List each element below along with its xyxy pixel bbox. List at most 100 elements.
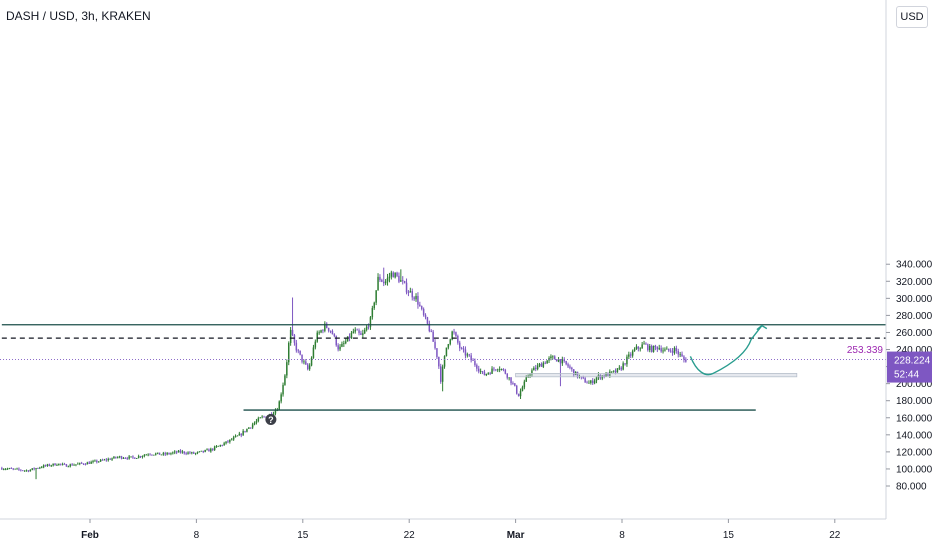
candle-body	[591, 380, 594, 384]
candle	[605, 372, 607, 377]
candle-body	[510, 377, 512, 384]
candle	[227, 439, 229, 444]
y-tick-label: 280.000	[896, 311, 932, 322]
candle	[208, 448, 210, 452]
candle-body	[274, 410, 277, 414]
candle	[116, 456, 119, 459]
candle-body	[130, 456, 132, 458]
candle-body	[390, 272, 393, 277]
candle	[335, 335, 337, 347]
marker-circle	[265, 413, 277, 425]
candle	[314, 339, 317, 350]
candle-body	[99, 459, 102, 462]
candle-body	[210, 448, 212, 452]
candle	[10, 467, 13, 469]
candle	[149, 453, 151, 456]
candle	[432, 329, 434, 342]
candle-body	[641, 344, 643, 349]
candle	[483, 369, 486, 376]
candle	[593, 378, 596, 385]
candle-body	[464, 349, 467, 356]
candle	[31, 468, 33, 471]
y-tick-label: 340.000	[896, 260, 932, 271]
candle-body	[572, 369, 575, 376]
candle-body	[348, 336, 351, 339]
candle	[348, 333, 351, 342]
candle-body	[215, 446, 218, 448]
projection-arrowhead	[756, 324, 768, 331]
candle	[540, 362, 543, 367]
candle	[170, 452, 172, 456]
candle-body	[284, 375, 286, 385]
candle	[339, 344, 341, 352]
candle	[576, 371, 579, 379]
candle-body	[303, 361, 305, 363]
candle-body	[603, 375, 605, 377]
y-tick-label: 200.000	[896, 379, 932, 390]
candle	[426, 316, 429, 325]
candle-body	[576, 371, 579, 378]
candle-body	[185, 453, 187, 455]
candle	[78, 462, 81, 466]
candle	[534, 364, 537, 372]
candle	[633, 347, 636, 352]
candle	[211, 448, 214, 452]
dashed-level-label: 253.339	[847, 345, 884, 356]
candle-body	[78, 462, 81, 464]
candle-body	[612, 370, 615, 372]
candle	[46, 463, 49, 467]
candle-body	[200, 450, 203, 452]
candle	[289, 326, 292, 346]
candle	[301, 354, 303, 364]
candle-body	[401, 280, 404, 282]
candle	[508, 377, 510, 381]
candle-body	[360, 333, 362, 335]
candle	[344, 338, 347, 345]
candle	[356, 328, 358, 331]
candle-body	[27, 470, 30, 472]
candle-body	[466, 354, 469, 356]
candle	[430, 329, 432, 333]
candle	[531, 368, 533, 377]
candle-body	[105, 459, 108, 461]
currency-button[interactable]: USD	[896, 6, 928, 28]
candle-body	[618, 367, 621, 369]
candle-body	[122, 458, 125, 459]
candle	[278, 400, 280, 411]
candle-body	[375, 290, 377, 303]
candle-body	[369, 317, 372, 328]
candle	[200, 450, 203, 452]
candle-body	[536, 365, 539, 370]
candle	[255, 418, 258, 425]
candle	[63, 462, 66, 465]
candle-body	[202, 450, 204, 452]
candle	[595, 376, 598, 384]
candle	[331, 329, 334, 335]
candle	[673, 346, 676, 355]
candle-body	[211, 448, 214, 450]
candle-body	[97, 461, 100, 463]
candle	[616, 368, 619, 373]
candle-body	[181, 451, 184, 453]
candle-body	[622, 363, 624, 370]
candle-body	[367, 326, 370, 328]
candle	[297, 348, 299, 354]
candle-body	[208, 449, 210, 452]
candle	[126, 456, 128, 460]
candle	[517, 393, 520, 397]
candle	[346, 336, 349, 342]
candle-body	[648, 346, 651, 351]
candle-body	[221, 445, 223, 446]
candle	[588, 380, 590, 384]
candle-body	[318, 332, 320, 334]
candle	[27, 470, 30, 473]
candle-body	[52, 463, 54, 466]
candle-body	[637, 346, 640, 349]
candle	[86, 461, 89, 465]
candle-body	[420, 306, 423, 310]
candle-body	[647, 344, 649, 351]
candle-body	[259, 417, 261, 419]
candle	[462, 346, 465, 353]
candle-body	[610, 371, 613, 373]
